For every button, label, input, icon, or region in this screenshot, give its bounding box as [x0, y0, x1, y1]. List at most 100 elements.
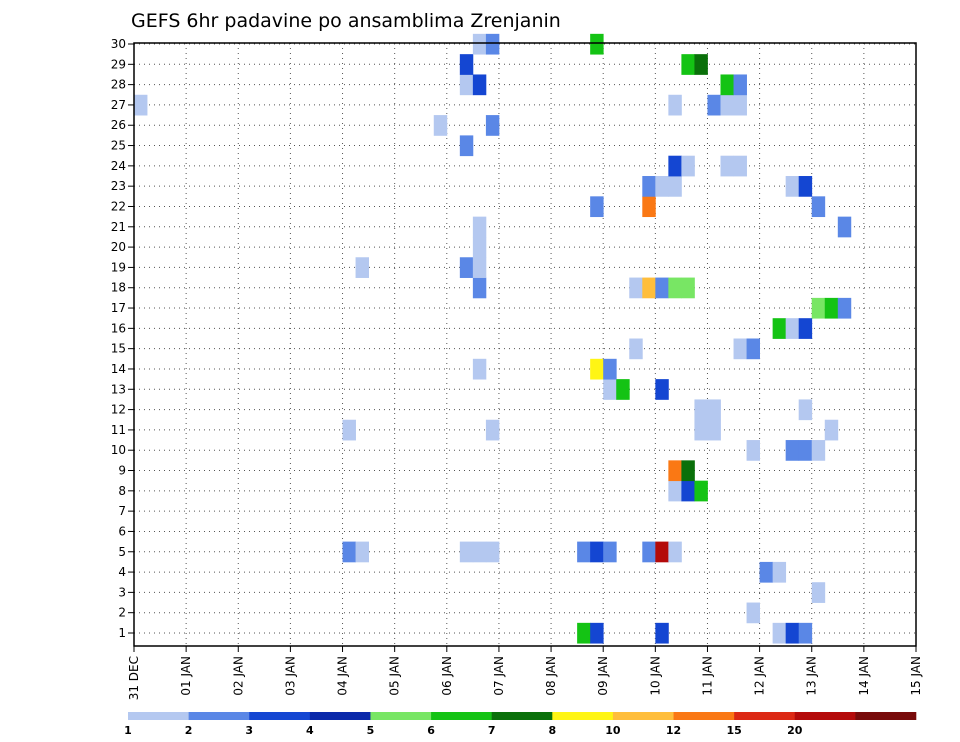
cells — [134, 33, 852, 644]
colorbar-label: 10 — [605, 724, 621, 737]
y-tick-label: 29 — [111, 57, 126, 71]
data-cell — [837, 216, 852, 238]
data-cell — [746, 440, 760, 461]
data-cell — [655, 176, 669, 197]
x-tick-label: 07 JAN — [492, 656, 506, 696]
data-cell — [642, 176, 656, 197]
data-cell — [668, 460, 682, 482]
data-cell — [642, 277, 656, 299]
y-tick-label: 15 — [111, 342, 126, 356]
y-tick-label: 12 — [111, 403, 126, 417]
data-cell — [824, 297, 839, 319]
y-tick-label: 14 — [111, 362, 126, 376]
data-cell — [459, 54, 474, 75]
data-cell — [655, 277, 669, 299]
data-cell — [616, 379, 630, 400]
x-tick-label: 01 JAN — [179, 656, 193, 696]
data-cell — [485, 33, 500, 55]
data-cell — [837, 297, 852, 319]
data-cell — [798, 440, 813, 461]
data-cell — [681, 277, 695, 299]
colorbar-swatch — [128, 712, 189, 720]
data-cell — [824, 419, 839, 441]
data-cell — [785, 318, 800, 339]
y-tick-label: 17 — [111, 301, 126, 315]
data-cell — [720, 94, 734, 116]
colorbar-swatch — [552, 712, 614, 720]
colorbar-swatch — [188, 712, 250, 720]
colorbar-swatch — [431, 712, 492, 720]
data-cell — [720, 155, 734, 177]
y-tick-label: 18 — [111, 281, 126, 295]
colorbar-label: 15 — [726, 724, 741, 737]
data-cell — [655, 379, 669, 400]
y-tick-label: 10 — [111, 443, 126, 457]
data-cell — [668, 541, 682, 563]
y-tick-label: 26 — [111, 118, 126, 132]
y-tick-label: 25 — [111, 139, 126, 153]
data-cell — [720, 74, 734, 96]
data-cell — [759, 561, 774, 583]
x-tick-label: 14 JAN — [857, 656, 871, 696]
data-cell — [355, 257, 369, 278]
data-cell — [472, 74, 487, 96]
data-cell — [668, 94, 682, 116]
y-tick-label: 7 — [118, 504, 126, 518]
data-cell — [642, 541, 656, 563]
x-tick-label: 31 DEC — [127, 656, 141, 700]
data-cell — [746, 602, 760, 624]
data-cell — [811, 440, 826, 461]
data-cell — [485, 115, 500, 136]
x-tick-label: 02 JAN — [231, 656, 245, 696]
y-tick-label: 8 — [118, 484, 126, 498]
x-axis: 31 DEC 01 JAN 02 JAN 03 JAN 04 JAN 05 JAN 06 J… — [127, 646, 923, 700]
y-tick-label: 20 — [111, 240, 126, 254]
y-tick-label: 11 — [111, 423, 126, 437]
data-cell — [577, 541, 591, 563]
y-tick-label: 22 — [111, 199, 126, 213]
x-tick-label: 13 JAN — [805, 656, 819, 696]
data-cell — [707, 419, 721, 441]
data-cell — [629, 338, 643, 360]
grid — [134, 43, 916, 646]
colorbar-swatch — [734, 712, 796, 720]
data-cell — [642, 196, 656, 218]
data-cell — [785, 176, 800, 197]
data-cell — [694, 399, 708, 421]
data-cell — [472, 33, 487, 55]
y-tick-label: 4 — [118, 565, 126, 579]
data-cell — [707, 94, 721, 116]
data-cell — [733, 74, 747, 96]
data-cell — [590, 622, 604, 644]
data-cell — [733, 94, 747, 116]
y-tick-label: 1 — [118, 626, 126, 640]
data-cell — [798, 399, 813, 421]
data-cell — [342, 541, 356, 563]
x-tick-label: 15 JAN — [909, 656, 923, 696]
colorbar-label: 8 — [548, 724, 556, 737]
data-cell — [629, 277, 643, 299]
data-cell — [694, 54, 708, 75]
y-tick-label: 6 — [118, 524, 126, 538]
x-tick-label: 09 JAN — [596, 656, 610, 696]
y-tick-label: 2 — [118, 606, 126, 620]
x-tick-label: 08 JAN — [544, 656, 558, 696]
data-cell — [355, 541, 369, 563]
data-cell — [590, 33, 604, 55]
data-cell — [472, 277, 487, 299]
y-tick-label: 21 — [111, 220, 126, 234]
data-cell — [668, 480, 682, 502]
data-cell — [472, 216, 487, 238]
y-tick-label: 19 — [111, 260, 126, 274]
data-cell — [433, 115, 448, 136]
x-tick-label: 12 JAN — [753, 656, 767, 696]
data-cell — [134, 94, 148, 116]
colorbar-swatch — [794, 712, 856, 720]
data-cell — [668, 176, 682, 197]
y-tick-label: 16 — [111, 321, 126, 335]
y-tick-label: 28 — [111, 78, 126, 92]
data-cell — [772, 561, 787, 583]
colorbar-swatch — [309, 712, 371, 720]
data-cell — [472, 257, 487, 278]
